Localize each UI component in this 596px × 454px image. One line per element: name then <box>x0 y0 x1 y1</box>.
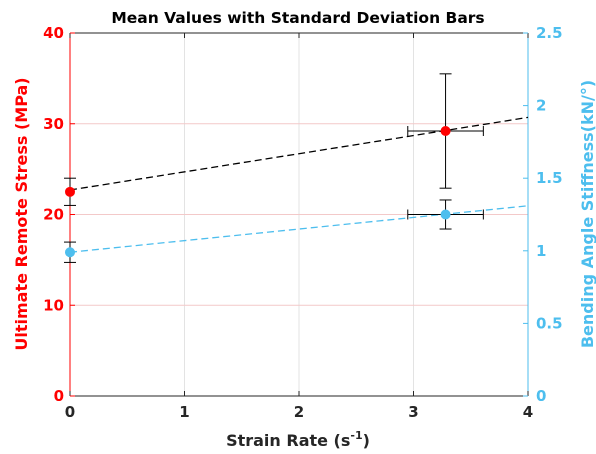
y-right-tick-label: 1.5 <box>536 169 563 187</box>
data-point-right <box>440 209 451 220</box>
y-right-tick-label: 1 <box>536 242 546 260</box>
data-points <box>65 126 451 258</box>
y-right-tick-label: 0.5 <box>536 314 563 332</box>
y-left-tick-label: 30 <box>43 115 64 133</box>
x-tick-label: 3 <box>408 403 418 421</box>
y-left-tick-label: 20 <box>43 206 64 224</box>
data-point-left <box>440 126 451 137</box>
y-left-axis-label: Ultimate Remote Stress (MPa) <box>12 77 31 350</box>
chart-title: Mean Values with Standard Deviation Bars <box>111 9 484 27</box>
data-point-right <box>65 247 75 258</box>
x-axis-label-suffix: ) <box>363 431 370 450</box>
y-left-tick-label: 10 <box>43 296 64 314</box>
y-right-tick-label: 0 <box>536 387 546 405</box>
data-point-left <box>65 186 75 197</box>
x-tick-label: 2 <box>294 403 304 421</box>
trend-line-left <box>69 116 529 191</box>
y-right-tick-label: 2.5 <box>536 24 563 42</box>
x-tick-label: 0 <box>65 403 75 421</box>
error-bars <box>64 73 484 263</box>
x-tick-label: 1 <box>179 403 189 421</box>
axes <box>69 32 529 397</box>
x-axis-label: Strain Rate (s-1) <box>226 429 370 450</box>
x-tick-label: 4 <box>523 403 533 421</box>
x-axis-label-superscript: -1 <box>350 429 362 442</box>
y-right-axis-label: Bending Angle Stiffness(kN/°) <box>578 80 596 348</box>
y-left-tick-label: 0 <box>54 387 64 405</box>
x-axis-label-main: Strain Rate (s <box>226 431 350 450</box>
trend-lines <box>69 116 529 253</box>
y-right-tick-label: 2 <box>536 97 546 115</box>
y-left-tick-label: 40 <box>43 24 64 42</box>
